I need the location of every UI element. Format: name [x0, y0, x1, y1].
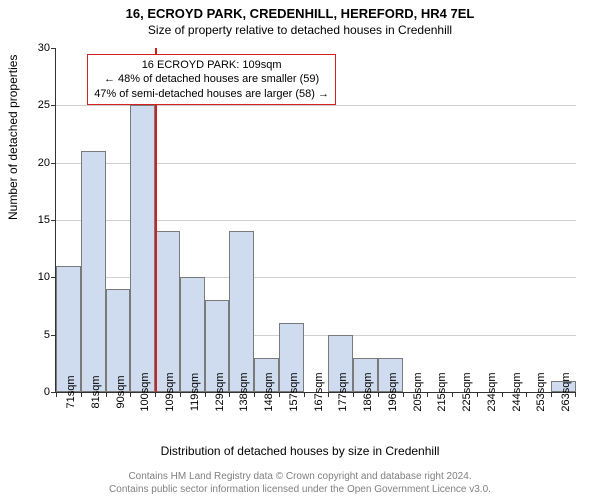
x-tick: [155, 392, 156, 397]
x-tick-label: 186sqm: [356, 372, 374, 411]
x-tick-label: 71sqm: [59, 375, 77, 408]
x-tick-label: 90sqm: [109, 375, 127, 408]
x-tick: [575, 392, 576, 397]
x-tick-label: 119sqm: [183, 373, 201, 411]
x-tick: [403, 392, 404, 397]
footer-line-2: Contains public sector information licen…: [0, 484, 600, 497]
y-tick-label: 20: [38, 157, 56, 169]
x-tick-label: 253sqm: [529, 372, 547, 411]
x-tick: [526, 392, 527, 397]
x-tick-label: 109sqm: [158, 372, 176, 411]
y-axis-label: Number of detached properties: [6, 55, 20, 220]
x-axis-label: Distribution of detached houses by size …: [0, 444, 600, 458]
x-tick-label: 234sqm: [480, 372, 498, 411]
x-tick: [254, 392, 255, 397]
footer-line-1: Contains HM Land Registry data © Crown c…: [0, 471, 600, 484]
x-tick-label: 215sqm: [430, 372, 448, 411]
x-tick-label: 157sqm: [282, 372, 300, 411]
plot-area: 05101520253071sqm81sqm90sqm100sqm109sqm1…: [55, 48, 576, 393]
x-tick: [279, 392, 280, 397]
x-tick: [180, 392, 181, 397]
histogram-bar: [155, 231, 180, 392]
x-tick-label: 100sqm: [133, 372, 151, 411]
x-tick: [328, 392, 329, 397]
annotation-line-2: ← 48% of detached houses are smaller (59…: [94, 72, 329, 86]
x-tick: [56, 392, 57, 397]
x-tick: [205, 392, 206, 397]
annotation-line-3: 47% of semi-detached houses are larger (…: [94, 87, 329, 101]
title-line-2: Size of property relative to detached ho…: [0, 21, 600, 37]
x-tick-label: 196sqm: [381, 372, 399, 411]
x-tick-label: 167sqm: [307, 372, 325, 411]
histogram-bar: [56, 266, 81, 392]
x-tick-label: 138sqm: [232, 372, 250, 411]
x-tick-label: 244sqm: [505, 372, 523, 411]
y-tick-label: 25: [38, 99, 56, 111]
x-tick-label: 177sqm: [331, 372, 349, 411]
title-line-1: 16, ECROYD PARK, CREDENHILL, HEREFORD, H…: [0, 0, 600, 21]
x-tick: [502, 392, 503, 397]
x-tick: [130, 392, 131, 397]
x-tick-label: 129sqm: [208, 372, 226, 411]
x-tick: [81, 392, 82, 397]
annotation-line-1: 16 ECROYD PARK: 109sqm: [94, 58, 329, 72]
x-tick-label: 205sqm: [406, 372, 424, 411]
x-tick: [452, 392, 453, 397]
y-tick-label: 10: [38, 271, 56, 283]
x-tick: [477, 392, 478, 397]
histogram-bar: [229, 231, 254, 392]
histogram-bar: [81, 151, 106, 392]
x-tick-label: 81sqm: [84, 375, 102, 408]
x-tick: [551, 392, 552, 397]
x-tick: [427, 392, 428, 397]
y-tick-label: 5: [44, 329, 56, 341]
x-tick-label: 263sqm: [554, 372, 572, 411]
annotation-box: 16 ECROYD PARK: 109sqm ← 48% of detached…: [87, 54, 336, 105]
x-tick: [353, 392, 354, 397]
x-tick-label: 148sqm: [257, 372, 275, 411]
footer: Contains HM Land Registry data © Crown c…: [0, 471, 600, 496]
histogram-bar: [130, 105, 155, 392]
chart-container: 16, ECROYD PARK, CREDENHILL, HEREFORD, H…: [0, 0, 600, 500]
x-tick: [378, 392, 379, 397]
x-tick: [304, 392, 305, 397]
y-tick-label: 0: [44, 386, 56, 398]
x-tick-label: 225sqm: [455, 372, 473, 411]
x-tick: [106, 392, 107, 397]
y-tick-label: 15: [38, 214, 56, 226]
x-tick: [229, 392, 230, 397]
y-tick-label: 30: [38, 42, 56, 54]
